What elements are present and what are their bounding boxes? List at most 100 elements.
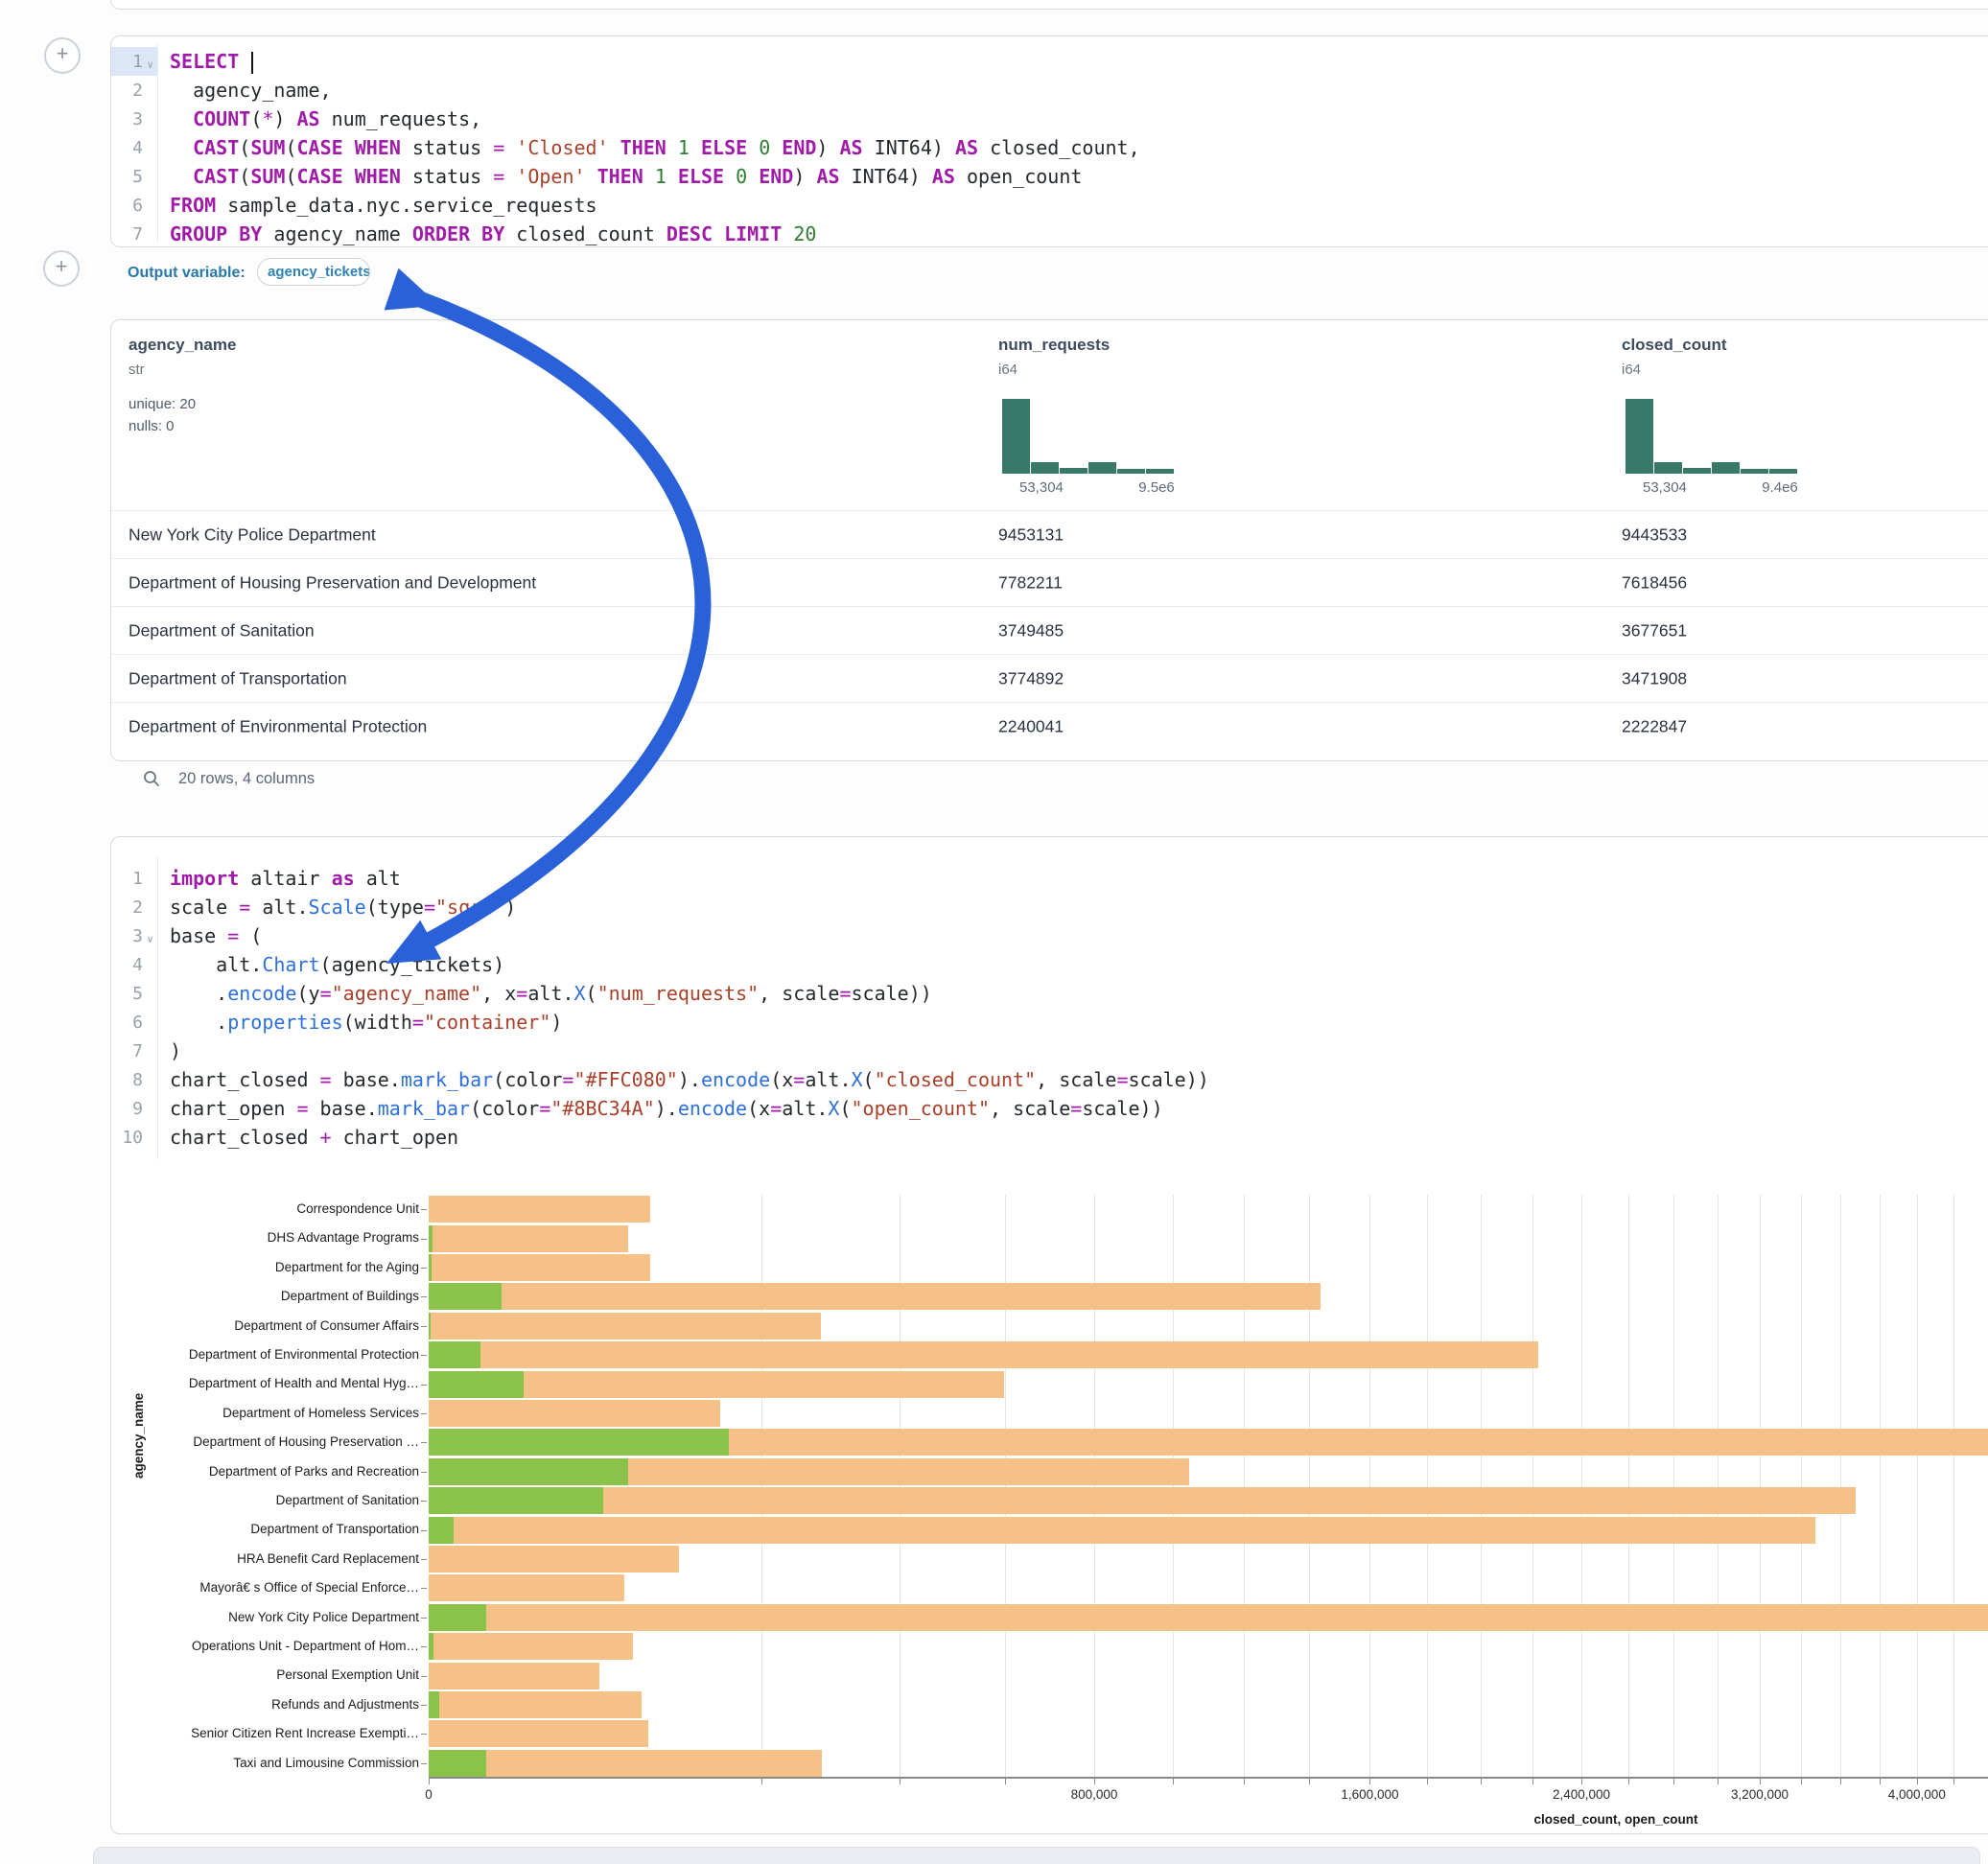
column-stat: nulls: 0 <box>129 418 175 434</box>
y-axis-tick <box>421 1734 427 1735</box>
table-cell: 3774892 <box>998 668 1064 688</box>
output-variable-pill[interactable]: agency_tickets <box>257 258 370 286</box>
collapse-chevron-icon[interactable]: ∨ <box>143 927 157 945</box>
table-cell: Department of Transportation <box>129 668 347 688</box>
code-line[interactable]: 10chart_closed + chart_open <box>111 1123 1988 1152</box>
gridline <box>1801 1195 1802 1778</box>
x-axis-tick-label: 0 <box>425 1787 433 1802</box>
code-line[interactable]: 5 .encode(y="agency_name", x=alt.X("num_… <box>111 979 1988 1008</box>
code-line[interactable]: 2 agency_name, <box>111 76 1988 105</box>
bar-chart-plot-area <box>429 1195 1988 1778</box>
line-number: 4 <box>111 138 143 158</box>
bar-closed-count <box>429 1400 720 1427</box>
y-axis-tick <box>421 1588 427 1589</box>
code-line[interactable]: 3∨base = ( <box>111 921 1988 950</box>
output-variable-value: agency_tickets <box>268 264 370 280</box>
line-number: 10 <box>111 1128 143 1148</box>
table-row: Department of Environmental Protection22… <box>111 702 1988 750</box>
histogram-bar <box>1654 462 1682 474</box>
code-line[interactable]: 1∨SELECT <box>111 47 1988 76</box>
gridline <box>1880 1195 1881 1778</box>
gutter-spacer <box>143 1048 157 1054</box>
column-header-num_requests[interactable]: num_requests <box>998 336 1110 355</box>
code-line[interactable]: 3 COUNT(*) AS num_requests, <box>111 105 1988 133</box>
python-code-editor[interactable]: 1import altair as alt2scale = alt.Scale(… <box>111 864 1988 1152</box>
add-cell-button-middle[interactable]: + <box>43 250 80 287</box>
y-axis-tick <box>421 1472 427 1473</box>
bar-open-count <box>429 1225 433 1252</box>
y-axis-tick <box>421 1530 427 1531</box>
bar-open-count <box>429 1254 432 1281</box>
histogram-bar <box>1625 399 1653 474</box>
code-line[interactable]: 9chart_open = base.mark_bar(color="#8BC3… <box>111 1094 1988 1123</box>
line-number: 1 <box>111 52 143 72</box>
line-number: 1 <box>111 869 143 889</box>
table-cell: 7618456 <box>1622 572 1687 593</box>
bar-open-count <box>429 1691 439 1718</box>
code-line[interactable]: 4 alt.Chart(agency_tickets) <box>111 950 1988 979</box>
code-line[interactable]: 6FROM sample_data.nyc.service_requests <box>111 191 1988 220</box>
code-line[interactable]: 2scale = alt.Scale(type="sqrt") <box>111 893 1988 921</box>
line-number: 5 <box>111 984 143 1004</box>
x-axis-tick <box>1840 1779 1841 1784</box>
y-axis-tick <box>421 1239 427 1240</box>
code-text: CAST(SUM(CASE WHEN status = 'Open' THEN … <box>157 165 1082 188</box>
gutter-spacer <box>143 174 157 179</box>
table-cell: 2222847 <box>1622 716 1687 736</box>
collapse-chevron-icon[interactable]: ∨ <box>143 53 157 71</box>
bar-open-count <box>429 1517 454 1544</box>
column-header-closed_count[interactable]: closed_count <box>1622 336 1727 355</box>
y-axis-tick <box>421 1385 427 1386</box>
y-axis-tick <box>421 1501 427 1502</box>
gridline <box>1173 1195 1174 1778</box>
code-text: .encode(y="agency_name", x=alt.X("num_re… <box>157 982 932 1005</box>
code-text: FROM sample_data.nyc.service_requests <box>157 194 597 217</box>
x-axis-tick <box>1005 1779 1006 1784</box>
column-header-agency_name[interactable]: agency_name <box>129 336 236 355</box>
gutter-spacer <box>143 202 157 208</box>
x-axis-tick <box>1718 1779 1719 1784</box>
code-text: chart_open = base.mark_bar(color="#8BC34… <box>157 1097 1163 1120</box>
code-line[interactable]: 4 CAST(SUM(CASE WHEN status = 'Closed' T… <box>111 133 1988 162</box>
sql-code-editor[interactable]: 1∨SELECT 2 agency_name,3 COUNT(*) AS num… <box>111 47 1988 248</box>
x-axis-tick <box>1880 1779 1881 1784</box>
y-axis-tick <box>421 1618 427 1619</box>
bar-closed-count <box>429 1283 1321 1310</box>
x-axis-tick <box>1309 1779 1310 1784</box>
gutter-spacer <box>143 904 157 910</box>
y-axis-tick <box>421 1209 427 1210</box>
y-axis-label: Refunds and Adjustments <box>153 1690 419 1719</box>
search-icon[interactable] <box>142 769 161 788</box>
x-axis-tick <box>1369 1779 1370 1784</box>
gutter-spacer <box>143 962 157 967</box>
bar-closed-count <box>429 1341 1538 1368</box>
previous-cell-card-edge <box>110 0 1988 10</box>
code-line[interactable]: 7GROUP BY agency_name ORDER BY closed_co… <box>111 220 1988 248</box>
column-histogram <box>1625 399 1798 474</box>
x-axis-tick-label: 3,200,000 <box>1731 1787 1789 1802</box>
bar-closed-count <box>429 1517 1815 1544</box>
bar-closed-count <box>429 1633 633 1660</box>
add-cell-button-top[interactable]: + <box>44 37 81 74</box>
code-line[interactable]: 8chart_closed = base.mark_bar(color="#FF… <box>111 1065 1988 1094</box>
x-axis-tick <box>1760 1779 1761 1784</box>
code-line[interactable]: 1import altair as alt <box>111 864 1988 893</box>
table-row-count: 20 rows, 4 columns <box>178 770 315 788</box>
code-line[interactable]: 6 .properties(width="container") <box>111 1008 1988 1037</box>
y-axis-tick <box>421 1646 427 1647</box>
gridline <box>1673 1195 1674 1778</box>
gridline <box>1953 1195 1954 1778</box>
gutter-spacer <box>143 231 157 237</box>
histogram-bar <box>1712 462 1740 474</box>
x-axis-tick <box>1628 1779 1629 1784</box>
table-cell: 9443533 <box>1622 524 1687 545</box>
collapsed-cell-strip[interactable] <box>93 1847 1980 1864</box>
line-number: 4 <box>111 955 143 975</box>
x-axis-tick <box>429 1779 430 1784</box>
chart-y-axis-labels: Correspondence UnitDHS Advantage Program… <box>153 1195 419 1778</box>
x-axis-tick <box>1953 1779 1954 1784</box>
x-axis-tick-label: 800,000 <box>1071 1787 1118 1802</box>
table-cell: 3749485 <box>998 620 1064 641</box>
code-line[interactable]: 7) <box>111 1037 1988 1065</box>
code-line[interactable]: 5 CAST(SUM(CASE WHEN status = 'Open' THE… <box>111 162 1988 191</box>
